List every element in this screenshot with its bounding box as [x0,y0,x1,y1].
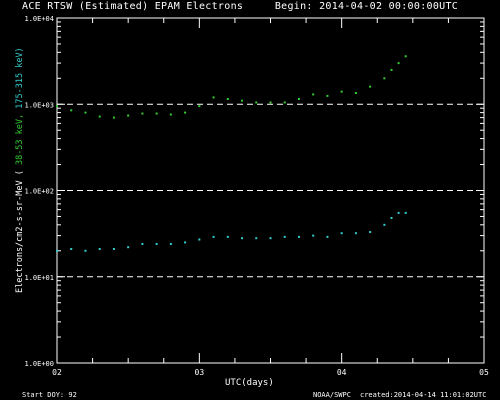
data-point-low-energy [404,211,407,214]
data-point-high-energy [255,101,258,104]
y-axis-title: Electrons/cm2-s-sr-MeV ( 38-53 keV, 175-… [15,47,25,293]
data-point-high-energy [312,93,315,96]
data-point-low-energy [56,249,58,252]
chart-title-text: ACE RTSW (Estimated) EPAM Electrons [22,1,244,12]
data-point-low-energy [369,231,372,234]
x-axis-title: UTC(days) [225,378,274,388]
data-point-low-energy [226,235,229,238]
data-point-low-energy [312,234,315,237]
data-point-high-energy [354,92,357,95]
data-point-low-energy [112,247,115,250]
data-point-low-energy [397,211,400,214]
data-point-low-energy [198,238,201,241]
footer-credit: NOAA/SWPC [313,391,351,399]
data-point-high-energy [283,101,286,104]
x-tick-label: 04 [337,368,347,377]
data-point-low-energy [354,232,357,235]
data-point-low-energy [84,249,87,252]
data-point-high-energy [404,55,407,58]
data-point-low-energy [340,232,343,235]
footer-start-doy: Start DOY: 92 [22,391,77,399]
data-point-high-energy [297,98,300,101]
data-point-high-energy [70,109,73,112]
data-point-low-energy [383,223,386,226]
data-point-high-energy [98,115,101,118]
y-tick-label: 1.0E+03 [24,101,54,109]
y-tick-label: 1.0E+01 [24,274,54,282]
y-axis-title-prefix: Electrons/cm2-s-sr-MeV ( [15,170,25,293]
data-point-high-energy [155,112,158,115]
y-tick-label: 1.0E+04 [24,15,54,23]
begin-date: Begin: 2014-04-02 00:00:00UTC [274,1,459,12]
data-point-high-energy [212,96,215,99]
data-point-high-energy [84,111,87,114]
data-point-low-energy [70,247,73,250]
data-point-low-energy [169,242,172,245]
data-point-high-energy [241,99,244,102]
data-point-low-energy [283,235,286,238]
data-point-high-energy [141,112,144,115]
x-tick-label: 02 [52,368,62,377]
data-point-low-energy [255,237,258,240]
data-point-high-energy [269,101,272,104]
y-tick-label: 1.0E+00 [24,360,54,368]
data-point-high-energy [390,68,393,71]
y-axis-title-green: 38-53 keV, [15,113,25,166]
data-point-high-energy [226,98,229,101]
data-point-low-energy [184,241,187,244]
data-point-low-energy [155,242,158,245]
data-point-low-energy [98,247,101,250]
data-point-low-energy [326,235,329,238]
data-point-low-energy [141,242,144,245]
data-point-low-energy [127,246,130,249]
data-point-high-energy [127,114,130,117]
data-point-high-energy [397,62,400,65]
data-point-low-energy [297,235,300,238]
data-point-low-energy [241,237,244,240]
data-point-low-energy [212,235,215,238]
x-tick-label: 03 [195,368,205,377]
footer-created: created:2014-04-14 11:01:02UTC [360,391,487,399]
y-tick-label: 1.0E+02 [24,188,54,196]
data-point-high-energy [56,105,58,108]
data-point-high-energy [169,113,172,116]
data-point-low-energy [390,216,393,219]
data-point-high-energy [112,116,115,119]
data-point-high-energy [340,90,343,93]
data-point-high-energy [198,105,201,108]
x-tick-label: 05 [479,368,489,377]
data-point-high-energy [369,85,372,88]
data-point-high-energy [184,111,187,114]
chart-title: ACE RTSW (Estimated) EPAM Electrons Begi… [22,1,458,12]
y-axis-title-cyan: 175-315 keV) [15,47,25,109]
data-point-high-energy [383,77,386,80]
data-point-high-energy [326,94,329,97]
data-point-low-energy [269,237,272,240]
